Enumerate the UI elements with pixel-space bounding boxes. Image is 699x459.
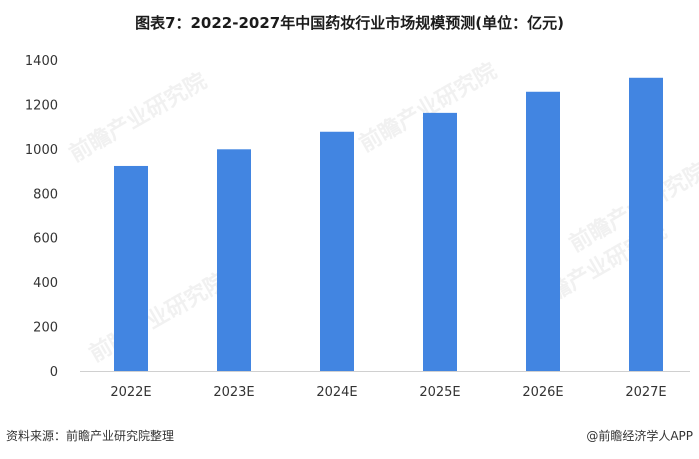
y-tick-label: 800 — [33, 187, 58, 202]
chart-title: 图表7：2022-2027年中国药妆行业市场规模预测(单位：亿元) — [135, 14, 564, 32]
x-tick-label: 2026E — [522, 385, 563, 400]
brand-credit: @前瞻经济学人APP — [586, 429, 693, 443]
x-tick-label: 2027E — [625, 385, 666, 400]
y-tick-label: 400 — [33, 276, 58, 291]
y-tick-label: 0 — [50, 365, 58, 380]
y-tick-label: 200 — [33, 321, 58, 336]
x-tick-label: 2025E — [419, 385, 460, 400]
footer: 资料来源：前瞻产业研究院整理 @前瞻经济学人APP — [0, 427, 699, 455]
bar — [629, 77, 663, 372]
bar — [217, 149, 251, 371]
bar — [114, 165, 148, 371]
bar — [423, 112, 457, 372]
y-tick-label: 1000 — [25, 143, 58, 158]
x-tick-label: 2024E — [316, 385, 357, 400]
bar — [320, 131, 354, 371]
x-tick-label: 2023E — [213, 385, 254, 400]
y-tick-label: 1400 — [25, 54, 58, 69]
bar — [526, 91, 560, 372]
bar-chart: 0 200 400 600 800 1000 1200 1400 2022E 2023E 2024E… — [25, 54, 690, 400]
y-tick-label: 1200 — [25, 98, 58, 113]
x-tick-label: 2022E — [110, 385, 151, 400]
source-note: 资料来源：前瞻产业研究院整理 — [6, 429, 175, 443]
y-tick-label: 600 — [33, 232, 58, 247]
